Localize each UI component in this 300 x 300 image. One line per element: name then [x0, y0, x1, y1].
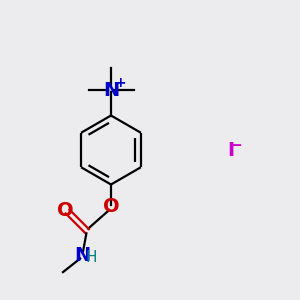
Text: O: O	[57, 200, 74, 220]
Text: I: I	[227, 140, 235, 160]
Text: H: H	[86, 250, 97, 265]
Text: N: N	[74, 246, 91, 265]
Text: N: N	[103, 80, 119, 100]
Text: O: O	[103, 197, 119, 217]
Text: +: +	[114, 76, 126, 90]
Text: −: −	[230, 138, 242, 153]
